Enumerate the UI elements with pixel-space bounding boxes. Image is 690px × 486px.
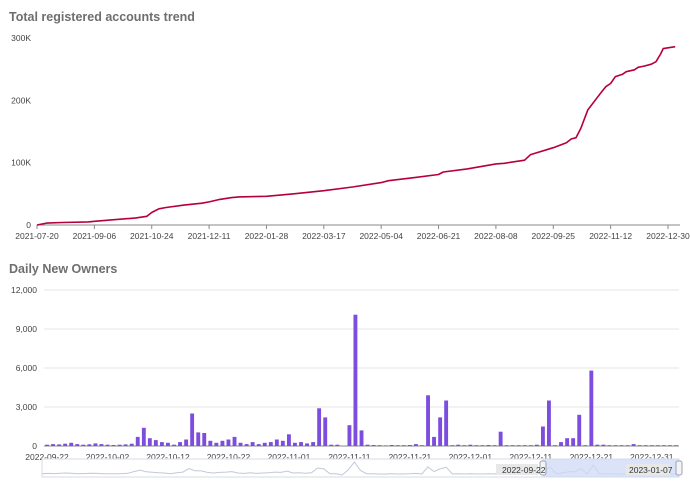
x-tick-label: 2021-10-24 — [130, 231, 174, 241]
x-tick-label: 2022-08-08 — [474, 231, 518, 241]
x-tick-label: 2022-05-04 — [359, 231, 403, 241]
accounts-trend-line — [36, 45, 676, 226]
x-tick-label: 2022-06-21 — [417, 231, 461, 241]
zoom-start-label: 2022-09-22 — [502, 465, 546, 475]
x-tick-label: 2021-12-11 — [188, 231, 231, 241]
accounts-trend-chart: 0 100K 200K 300K 2021-07-20 2021-09-06 2021-10… — [11, 33, 690, 241]
y-tick-label: 300K — [11, 33, 31, 43]
x-tick-label: 2022-03-17 — [302, 231, 346, 241]
y-tick-label: 0 — [26, 220, 31, 230]
x-tick-label: 2021-09-06 — [73, 231, 117, 241]
zoom-end-label: 2023-01-07 — [629, 465, 673, 475]
x-tick-label: 2022-12-30 — [646, 231, 690, 241]
y-tick-label: 100K — [11, 158, 31, 168]
zoom-end-label-bg — [626, 464, 670, 475]
x-tick-label: 2022-09-25 — [532, 231, 576, 241]
chart-title-new-owners: Daily New Owners — [9, 262, 118, 276]
x-tick-label: 2021-07-20 — [15, 231, 59, 241]
x-tick-label: 2022-01-28 — [245, 231, 289, 241]
chart-title-accounts: Total registered accounts trend — [9, 10, 195, 24]
zoom-handle-left[interactable] — [539, 460, 547, 476]
zoom-start-label-bg — [496, 464, 538, 475]
y-tick-label: 200K — [11, 95, 31, 105]
zoom-handle-right[interactable] — [675, 460, 683, 476]
x-tick-label: 2022-11-12 — [589, 231, 632, 241]
